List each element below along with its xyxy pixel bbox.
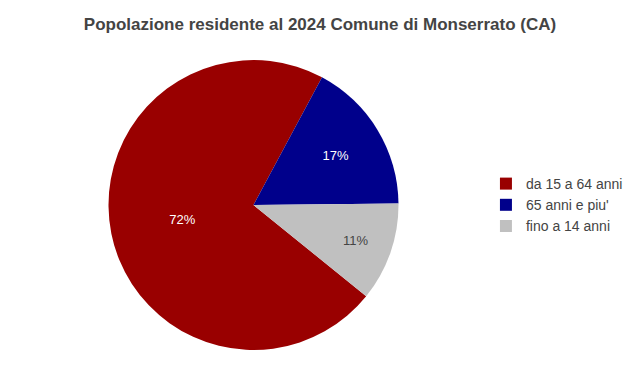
svg-text:65 anni e piu': 65 anni e piu' (526, 197, 609, 213)
svg-text:72%: 72% (169, 212, 195, 227)
svg-text:fino a 14 anni: fino a 14 anni (526, 218, 610, 234)
svg-text:17%: 17% (322, 148, 348, 163)
svg-text:11%: 11% (343, 233, 368, 248)
svg-text:da 15 a 64 anni: da 15 a 64 anni (526, 176, 623, 192)
svg-text:Popolazione residente al 2024: Popolazione residente al 2024 Comune di … (84, 15, 556, 34)
